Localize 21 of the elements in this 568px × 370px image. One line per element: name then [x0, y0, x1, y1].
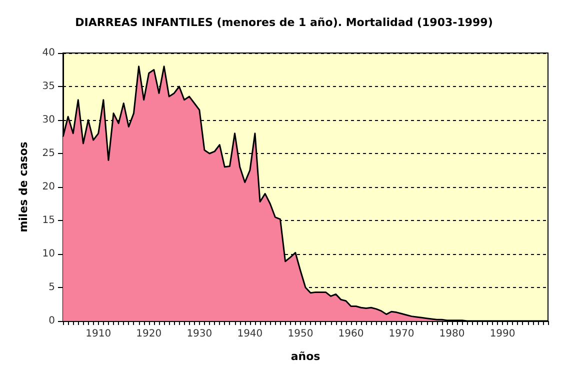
x-tick-label: 1950 — [288, 328, 314, 340]
x-axis-title: años — [290, 350, 321, 363]
x-tick-label: 1960 — [338, 328, 364, 340]
x-tick-label: 1980 — [439, 328, 465, 340]
x-tick-label: 1910 — [86, 328, 112, 340]
y-tick-label: 20 — [42, 182, 55, 192]
y-tick-label: 40 — [42, 48, 55, 58]
y-axis-title: miles de casos — [17, 141, 30, 232]
x-tick-label: 1990 — [490, 328, 516, 340]
x-tick-label: 1970 — [388, 328, 414, 340]
x-tick-label: 1930 — [186, 328, 212, 340]
y-tick-label: 5 — [48, 282, 55, 293]
y-tick-label: 35 — [42, 81, 55, 92]
x-tick-label: 1920 — [136, 328, 162, 340]
y-tick-label: 30 — [42, 114, 55, 126]
y-tick-label: 10 — [42, 248, 55, 260]
y-tick-label: 15 — [42, 215, 55, 226]
y-tick-label: 0 — [48, 316, 55, 326]
x-tick-label: 1940 — [237, 328, 263, 340]
chart-title: DIARREAS INFANTILES (menores de 1 año). Mortalidad (1903-1999) — [75, 16, 493, 29]
y-tick-label: 25 — [42, 148, 55, 159]
